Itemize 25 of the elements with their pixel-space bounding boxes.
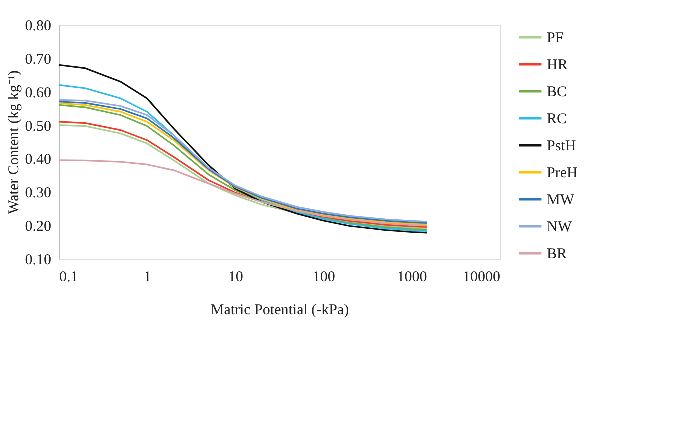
x-axis-title: Matric Potential (-kPa): [210, 302, 350, 318]
legend-label: PF: [547, 30, 564, 46]
y-tick-label: 0.80: [25, 18, 52, 34]
y-tick-label: 0.30: [25, 186, 52, 202]
y-tick-label: 0.60: [25, 85, 52, 102]
x-tick-label: 10: [228, 270, 244, 286]
x-tick-label: 0.1: [60, 270, 78, 286]
legend-label: HR: [547, 58, 568, 74]
x-tick-label: 100: [312, 270, 336, 286]
legend-label: PstH: [547, 138, 576, 154]
x-tick-label: 10000: [463, 270, 500, 286]
y-tick-label: 0.40: [25, 152, 52, 168]
legend-label: NW: [547, 220, 573, 236]
legend-label: PreH: [547, 166, 578, 182]
legend-label: MW: [547, 192, 576, 208]
x-tick-label: 1000: [397, 270, 428, 286]
y-tick-label: 0.70: [25, 52, 52, 68]
legend-label: BC: [547, 84, 568, 100]
x-tick-label: 1: [144, 270, 152, 286]
legend-label: BR: [547, 246, 568, 262]
y-axis-title: Water Content (kg kg⁻¹): [6, 70, 22, 214]
y-tick-label: 0.10: [25, 252, 52, 268]
y-tick-label: 0.50: [25, 118, 52, 135]
legend-label: RC: [547, 112, 568, 128]
y-tick-label: 0.20: [25, 219, 52, 236]
